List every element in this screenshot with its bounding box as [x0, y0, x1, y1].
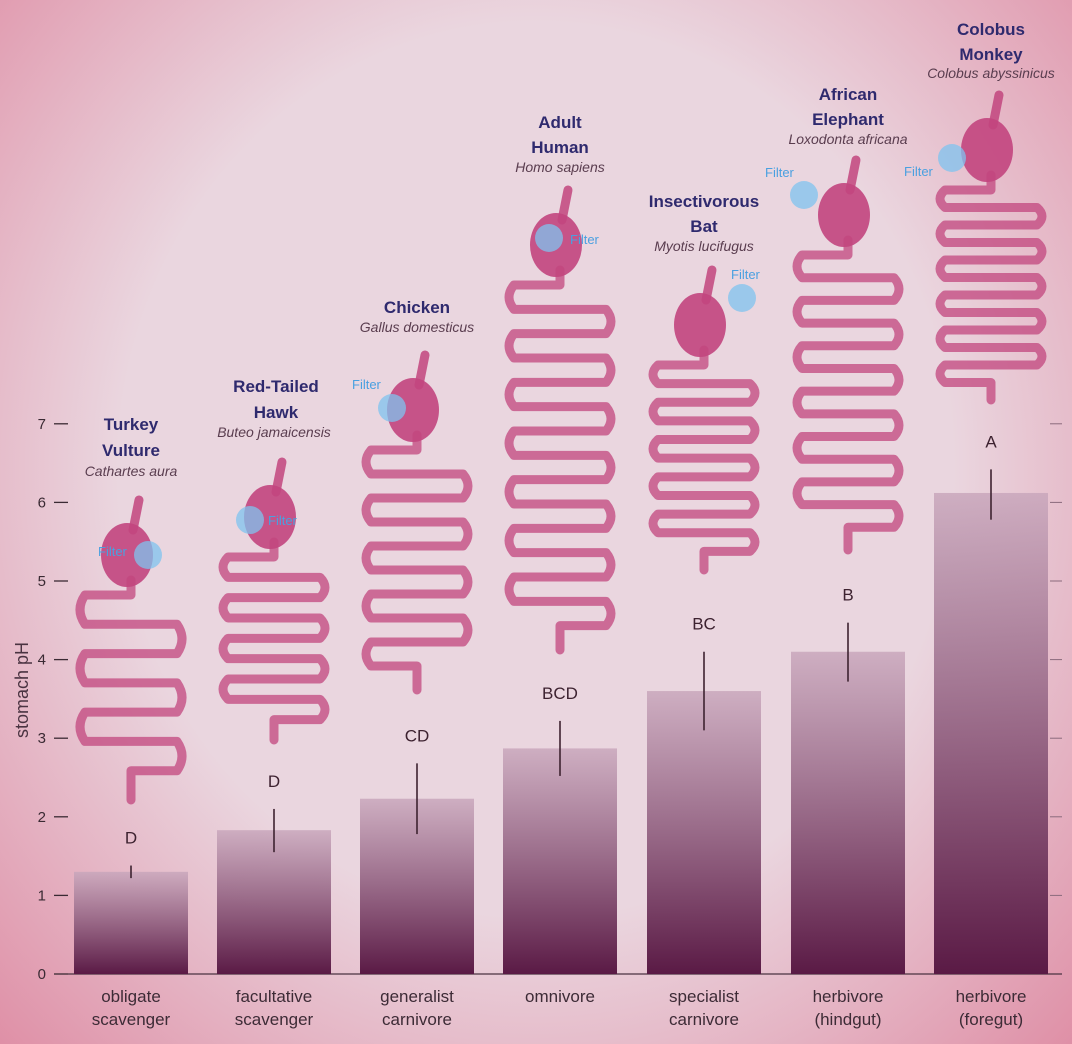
animal-name: Bat [690, 217, 718, 236]
x-tick-label: carnivore [669, 1010, 739, 1029]
stomach-icon [674, 293, 726, 357]
filter-label: Filter [765, 165, 795, 180]
y-tick-label: 1 [38, 887, 46, 904]
filter-label: Filter [352, 377, 382, 392]
y-axis-label: stomach pH [12, 642, 32, 738]
y-axis: 0 1 2 3 4 5 6 7 [38, 416, 1062, 983]
filter-label: Filter [904, 164, 934, 179]
x-tick-label: herbivore [956, 987, 1027, 1006]
intestine-icon [935, 170, 1047, 405]
x-tick-label: obligate [101, 987, 161, 1006]
bar [934, 492, 1048, 974]
digestive-tract-illustration: Filter [352, 350, 473, 695]
animal-name: Human [531, 138, 589, 157]
bar-group: CD generalist carnivore Filter Chicken Gallus… [352, 298, 474, 1029]
significance-label: BC [692, 615, 716, 634]
x-tick-label: (hindgut) [814, 1010, 881, 1029]
animal-species: Colobus abyssinicus [927, 65, 1055, 81]
filter-marker-icon [134, 541, 162, 569]
significance-label: D [125, 829, 137, 848]
bar [74, 871, 188, 974]
x-tick-label: scavenger [235, 1010, 314, 1029]
stomach-icon [244, 485, 296, 549]
y-tick-label: 6 [38, 494, 46, 511]
significance-label: A [985, 432, 997, 451]
stomach-icon [961, 118, 1013, 182]
digestive-tract-illustration: Filter [218, 457, 330, 745]
y-tick-label: 5 [38, 573, 46, 590]
y-tick-label: 7 [38, 416, 46, 433]
bar-group: BC specialist carnivore Filter Insectivorous… [647, 192, 761, 1029]
filter-label: Filter [268, 513, 298, 528]
y-tick-label: 2 [38, 809, 46, 826]
bar [791, 651, 905, 974]
filter-label: Filter [98, 544, 128, 559]
x-tick-label: herbivore [813, 987, 884, 1006]
significance-label: D [268, 772, 280, 791]
filter-marker-icon [790, 181, 818, 209]
significance-label: CD [405, 726, 430, 745]
significance-label: BCD [542, 684, 578, 703]
intestine-icon [218, 537, 330, 745]
filter-marker-icon [236, 506, 264, 534]
animal-species: Gallus domesticus [360, 319, 474, 335]
animal-species: Buteo jamaicensis [217, 424, 331, 440]
intestine-icon [504, 265, 616, 655]
x-tick-label: (foregut) [959, 1010, 1023, 1029]
stomach-icon [101, 523, 153, 587]
x-tick-label: omnivore [525, 987, 595, 1006]
bar-group: BCD omnivore Filter Adult Human Homo sapiens [503, 113, 617, 1006]
animal-species: Loxodonta africana [788, 131, 907, 147]
filter-marker-icon [728, 284, 756, 312]
filter-marker-icon [535, 224, 563, 252]
x-tick-label: specialist [669, 987, 739, 1006]
animal-name: Vulture [102, 441, 160, 460]
stomach-icon [818, 183, 870, 247]
digestive-tract-illustration: Filter [504, 185, 616, 655]
animal-species: Myotis lucifugus [654, 238, 754, 254]
animal-name: Turkey [104, 415, 159, 434]
animal-name: Insectivorous [649, 192, 760, 211]
x-tick-label: carnivore [382, 1010, 452, 1029]
animal-name: Colobus [957, 20, 1025, 39]
animal-name: Adult [538, 113, 582, 132]
digestive-tract-illustration: Filter [75, 495, 187, 805]
digestive-tract-illustration: Filter [904, 90, 1047, 405]
bar [647, 691, 761, 974]
filter-label: Filter [570, 232, 600, 247]
bar [217, 830, 331, 974]
animal-name: African [819, 85, 878, 104]
significance-label: B [842, 586, 853, 605]
filter-marker-icon [378, 394, 406, 422]
x-tick-label: scavenger [92, 1010, 171, 1029]
y-tick-label: 4 [38, 652, 46, 669]
animal-species: Cathartes aura [85, 463, 178, 479]
bar [503, 748, 617, 974]
animal-species: Homo sapiens [515, 159, 605, 175]
digestive-tract-illustration: Filter [765, 155, 904, 555]
filter-marker-icon [938, 144, 966, 172]
intestine-icon [648, 345, 760, 575]
animal-name: Elephant [812, 110, 884, 129]
stomach-icon [387, 378, 439, 442]
intestine-icon [361, 430, 473, 695]
x-tick-label: facultative [236, 987, 313, 1006]
animal-name: Monkey [959, 45, 1023, 64]
x-tick-label: generalist [380, 987, 454, 1006]
y-tick-label: 0 [38, 966, 46, 983]
filter-label: Filter [731, 267, 761, 282]
animal-name: Red-Tailed [233, 377, 319, 396]
y-tick-label: 3 [38, 730, 46, 747]
animal-name: Hawk [254, 403, 299, 422]
digestive-tract-illustration: Filter [648, 265, 761, 575]
intestine-icon [75, 575, 187, 805]
animal-name: Chicken [384, 298, 450, 317]
intestine-icon [792, 235, 904, 555]
